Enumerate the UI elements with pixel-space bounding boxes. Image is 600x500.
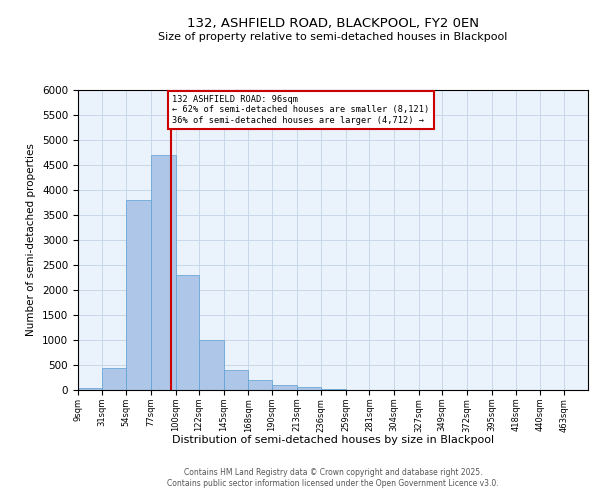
Bar — [199, 340, 224, 390]
Bar — [272, 384, 296, 390]
Bar — [224, 370, 248, 390]
Text: Size of property relative to semi-detached houses in Blackpool: Size of property relative to semi-detach… — [158, 32, 508, 42]
Text: 132, ASHFIELD ROAD, BLACKPOOL, FY2 0EN: 132, ASHFIELD ROAD, BLACKPOOL, FY2 0EN — [187, 18, 479, 30]
Y-axis label: Number of semi-detached properties: Number of semi-detached properties — [26, 144, 37, 336]
Bar — [296, 387, 321, 390]
Text: Distribution of semi-detached houses by size in Blackpool: Distribution of semi-detached houses by … — [172, 435, 494, 445]
Bar — [151, 155, 176, 390]
Bar — [321, 388, 346, 390]
Text: Contains HM Land Registry data © Crown copyright and database right 2025.
Contai: Contains HM Land Registry data © Crown c… — [167, 468, 499, 487]
Bar — [176, 275, 199, 390]
Bar — [126, 200, 151, 390]
Bar — [248, 380, 272, 390]
Text: 132 ASHFIELD ROAD: 96sqm
← 62% of semi-detached houses are smaller (8,121)
36% o: 132 ASHFIELD ROAD: 96sqm ← 62% of semi-d… — [172, 95, 430, 125]
Bar — [101, 368, 126, 390]
Bar — [78, 388, 101, 390]
